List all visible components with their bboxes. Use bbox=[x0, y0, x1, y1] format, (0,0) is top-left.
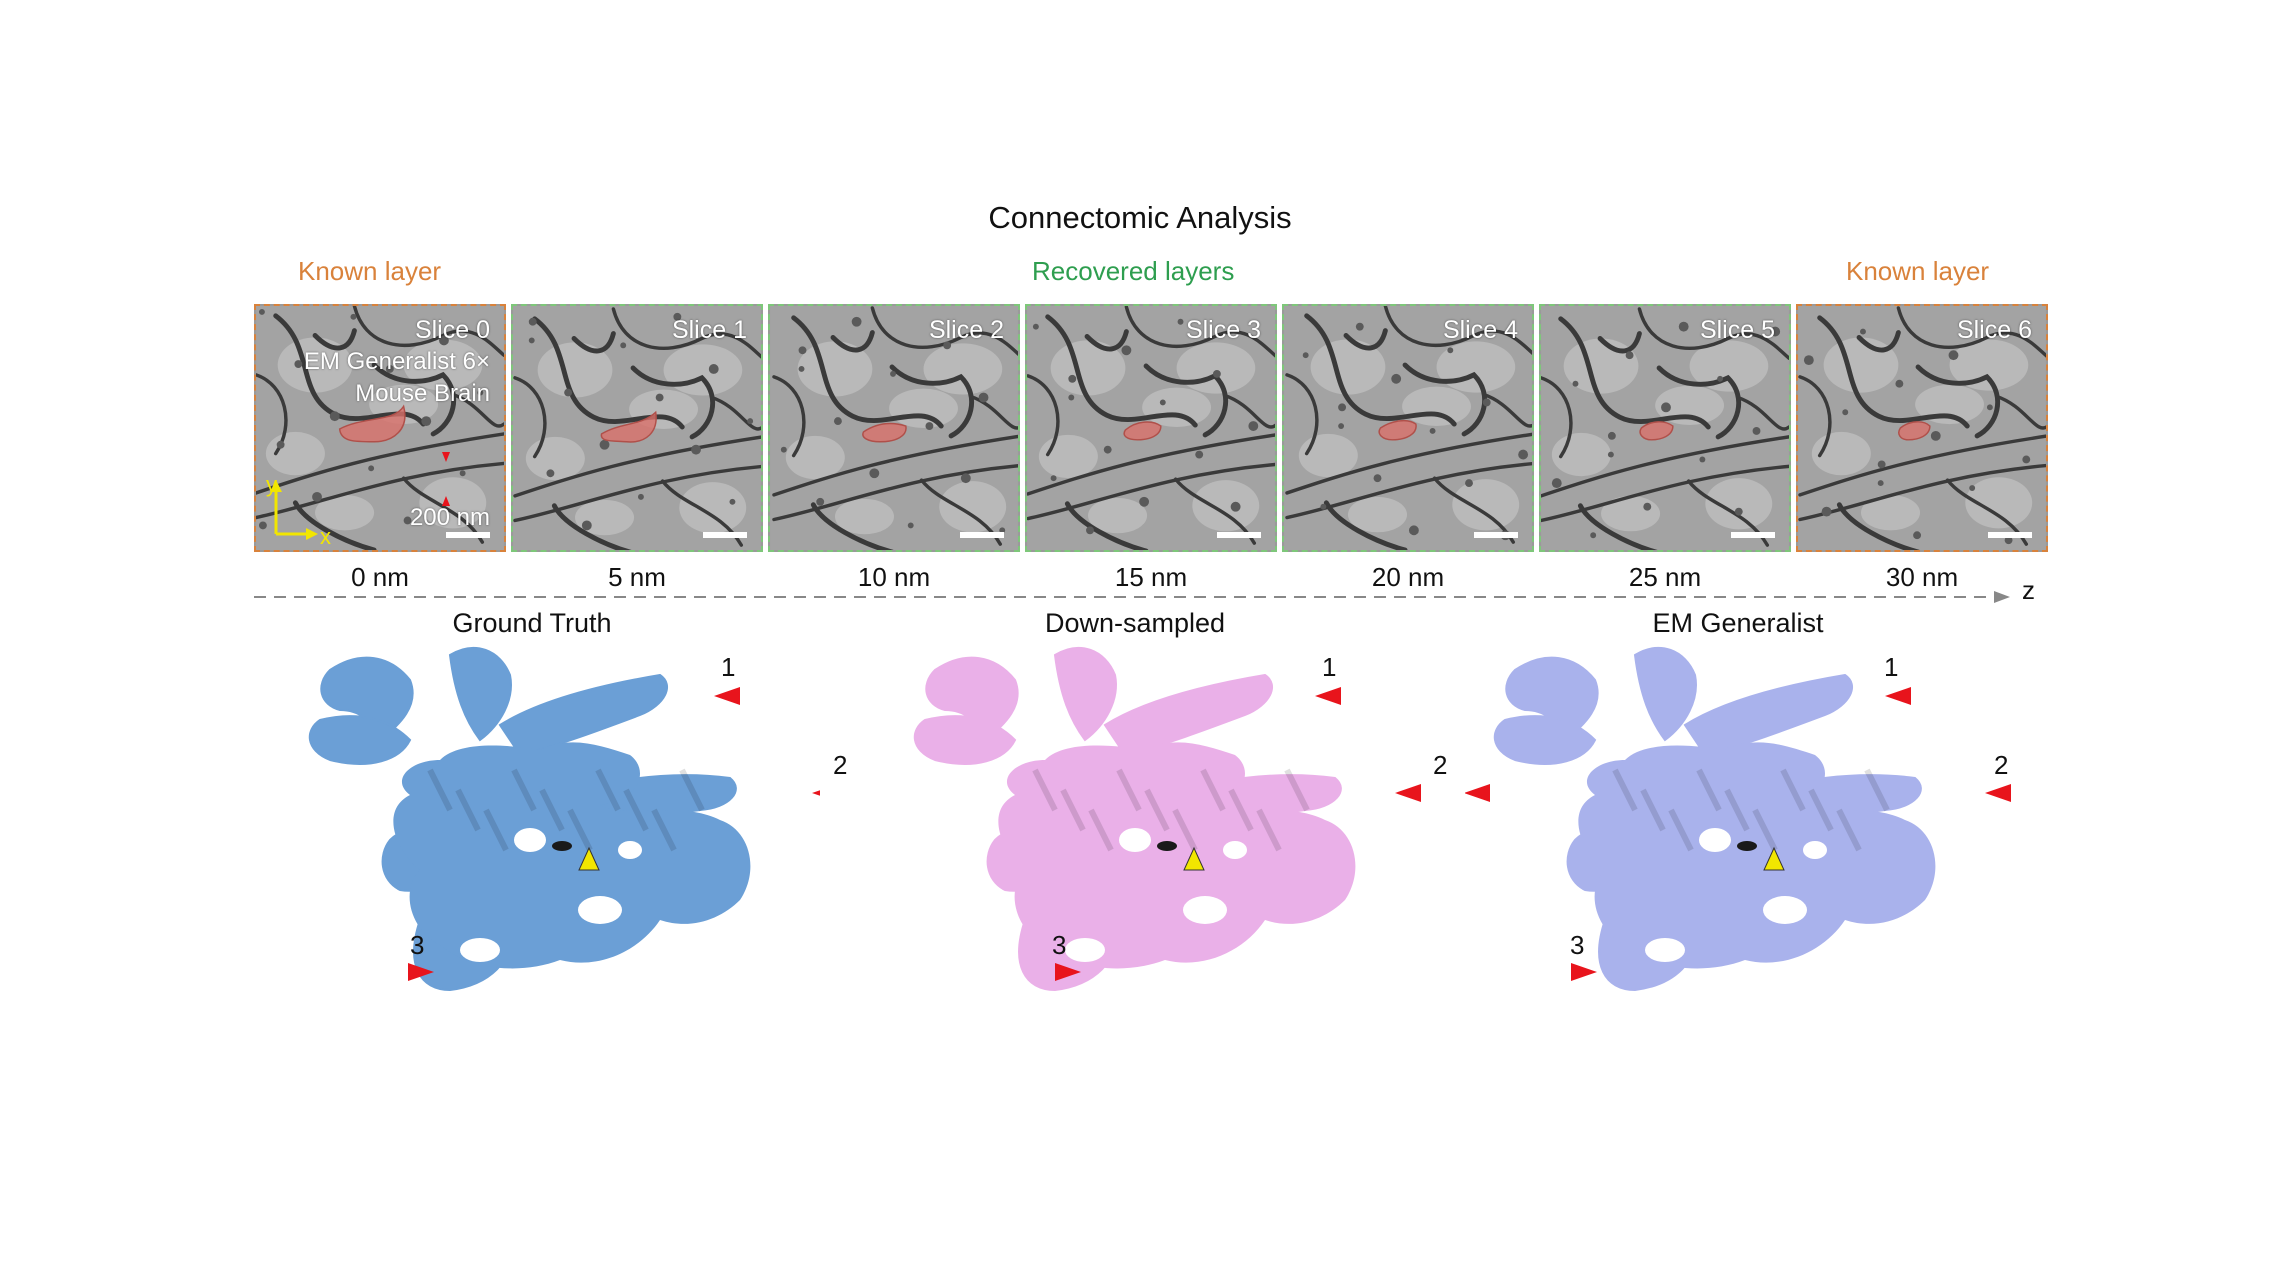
dataset-line-1: EM Generalist 6× bbox=[303, 348, 490, 375]
em-image bbox=[1798, 306, 2046, 550]
render-title-down-sampled: Down-sampled bbox=[1044, 608, 1226, 638]
slice-tile-0: Slice 0 EM Generalist 6× Mouse Brain y x… bbox=[254, 304, 506, 552]
depth-label-3: 15 nm bbox=[1114, 562, 1188, 592]
depth-label-0: 0 nm bbox=[351, 562, 409, 592]
render-down-sampled bbox=[913, 646, 1421, 992]
dataset-line-2: Mouse Brain bbox=[355, 380, 490, 407]
render-title-ground-truth: Ground Truth bbox=[452, 608, 612, 638]
em-image bbox=[770, 306, 1018, 550]
marker-label-ds-2: 2 bbox=[1433, 750, 1448, 780]
marker-label-gt-1: 1 bbox=[721, 652, 736, 682]
slice-label: Slice 5 bbox=[1699, 316, 1775, 344]
depth-label-6: 30 nm bbox=[1885, 562, 1959, 592]
em-image bbox=[513, 306, 761, 550]
slice-tile-1: Slice 1 bbox=[511, 304, 763, 552]
marker-label-gt-3: 3 bbox=[410, 930, 425, 960]
z-axis-arrow bbox=[254, 591, 2010, 603]
scale-bar bbox=[446, 532, 490, 538]
marker-label-ds-1: 1 bbox=[1322, 652, 1337, 682]
depth-label-2: 10 nm bbox=[857, 562, 931, 592]
marker-label-em-2: 2 bbox=[1994, 750, 2009, 780]
scale-bar-label: 200 nm bbox=[409, 504, 490, 531]
slice-label: Slice 2 bbox=[928, 316, 1004, 344]
z-axis-label: z bbox=[2022, 575, 2035, 605]
slice-label: Slice 6 bbox=[1956, 316, 2032, 344]
marker-label-ds-3: 3 bbox=[1052, 930, 1067, 960]
scale-bar bbox=[1988, 532, 2032, 538]
slice-tile-2: Slice 2 bbox=[768, 304, 1020, 552]
axis-y-label: y bbox=[266, 474, 277, 497]
scale-bar bbox=[1731, 532, 1775, 538]
depth-label-1: 5 nm bbox=[608, 562, 666, 592]
slice-label: Slice 4 bbox=[1442, 316, 1518, 344]
marker-label-em-1: 1 bbox=[1884, 652, 1899, 682]
slice-tile-5: Slice 5 bbox=[1539, 304, 1791, 552]
axis-x-label: x bbox=[320, 524, 331, 546]
figure-title: Connectomic Analysis bbox=[988, 200, 1292, 235]
scale-bar bbox=[1217, 532, 1261, 538]
em-image bbox=[256, 306, 504, 550]
depth-label-5: 25 nm bbox=[1628, 562, 1702, 592]
depth-label-4: 20 nm bbox=[1371, 562, 1445, 592]
axes-icon: y x bbox=[266, 474, 331, 546]
marker-label-em-3: 3 bbox=[1570, 930, 1585, 960]
slice-label: Slice 1 bbox=[671, 316, 747, 344]
slice-label: Slice 3 bbox=[1185, 316, 1261, 344]
known-layer-label-left: Known layer bbox=[298, 256, 442, 286]
slice-tile-6: Slice 6 bbox=[1796, 304, 2048, 552]
slice-label: Slice 0 bbox=[414, 316, 490, 344]
em-image bbox=[1284, 306, 1532, 550]
red-arrowheads bbox=[442, 452, 450, 506]
scale-bar bbox=[703, 532, 747, 538]
render-title-em-generalist: EM Generalist bbox=[1652, 608, 1824, 638]
marker-label-gt-2: 2 bbox=[833, 750, 848, 780]
dataset-info: EM Generalist 6× Mouse Brain bbox=[304, 346, 490, 410]
render-ground-truth bbox=[308, 646, 820, 992]
scale-bar bbox=[960, 532, 1004, 538]
slice-tile-3: Slice 3 bbox=[1025, 304, 1277, 552]
slice-tile-4: Slice 4 bbox=[1282, 304, 1534, 552]
recovered-layers-label: Recovered layers bbox=[1032, 256, 1235, 286]
render-em-generalist bbox=[1465, 646, 2011, 992]
scale-bar bbox=[1474, 532, 1518, 538]
em-image bbox=[1027, 306, 1275, 550]
em-image bbox=[1541, 306, 1789, 550]
known-layer-label-right: Known layer bbox=[1846, 256, 1990, 286]
